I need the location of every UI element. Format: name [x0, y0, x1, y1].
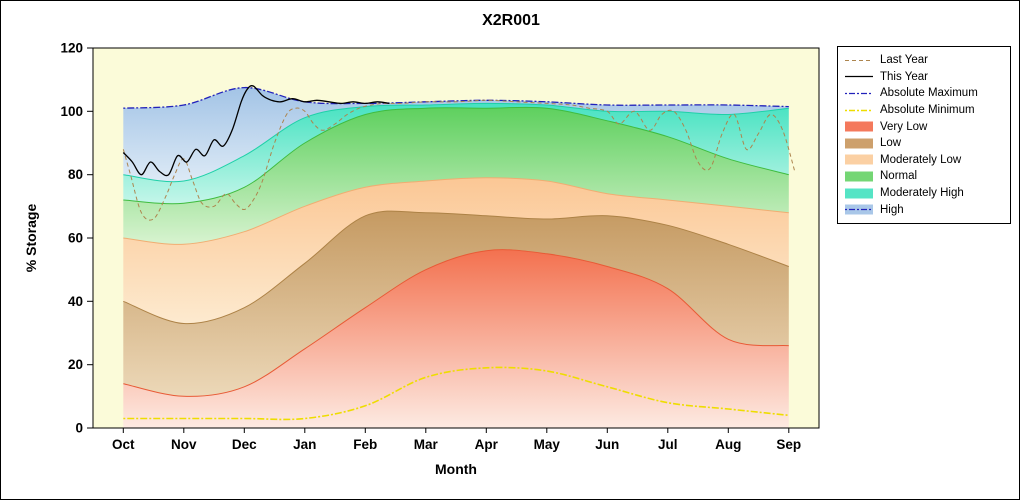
legend-color-swatch	[845, 171, 873, 182]
legend-label: This Year	[880, 70, 928, 83]
legend-line-sample	[845, 109, 873, 111]
x-axis-tick-label: Nov	[171, 437, 197, 452]
band-edge-normal	[123, 106, 789, 205]
x-axis-tick-label: Mar	[414, 437, 439, 452]
x-axis-tick-label: Jan	[293, 437, 316, 452]
y-axis-tick-label: 60	[68, 231, 83, 246]
chart-legend: Last Year This Year Absolute Maximum Absolu…	[837, 46, 1011, 224]
legend-item-absolute-minimum: Absolute Minimum	[844, 102, 1004, 119]
band-edge-low	[123, 210, 789, 325]
chart-title: X2R001	[482, 12, 540, 29]
x-axis-tick-label: May	[534, 437, 561, 452]
legend-item-moderately-low: Moderately Low	[844, 152, 1004, 169]
legend-color-swatch	[845, 138, 873, 149]
y-axis-tick-label: 0	[75, 421, 83, 436]
legend-label: High	[880, 203, 904, 216]
x-axis-tick-label: Apr	[475, 437, 499, 452]
line-absolute-maximum	[123, 86, 789, 109]
y-axis-tick-label: 120	[60, 41, 83, 56]
band-normal	[123, 107, 789, 245]
line-absolute-minimum	[123, 366, 789, 421]
legend-line-sample	[845, 76, 873, 78]
legend-item-absolute-maximum: Absolute Maximum	[844, 85, 1004, 102]
legend-label: Absolute Maximum	[880, 87, 978, 100]
legend-label: Very Low	[880, 120, 928, 133]
y-axis-tick-label: 40	[68, 294, 83, 309]
legend-line-sample	[845, 59, 873, 61]
line-last-year	[122, 99, 796, 221]
x-axis-tick-label: Jun	[595, 437, 619, 452]
legend-color-swatch	[845, 204, 873, 215]
x-axis-title: Month	[435, 461, 477, 477]
band-edge-moderately-high	[123, 102, 789, 183]
legend-label: Absolute Minimum	[880, 104, 975, 117]
band-very-low	[123, 249, 789, 428]
legend-line-sample	[845, 92, 873, 95]
legend-item-high: High	[844, 201, 1004, 218]
band-moderately-low	[123, 177, 789, 324]
y-axis-tick-label: 80	[68, 167, 83, 182]
legend-item-moderately-high: Moderately High	[844, 185, 1004, 202]
x-axis-tick-label: Oct	[112, 437, 135, 452]
y-axis-tick-label: 100	[60, 104, 83, 119]
band-edge-very-low	[123, 249, 789, 397]
legend-item-last-year: Last Year	[844, 52, 1004, 69]
x-axis-tick-label: Dec	[232, 437, 257, 452]
y-axis-tick-label: 20	[68, 357, 83, 372]
legend-color-swatch	[845, 154, 873, 165]
y-axis-title: % Storage	[23, 203, 39, 273]
band-edge-moderately-low	[123, 177, 789, 245]
legend-item-this-year: This Year	[844, 69, 1004, 86]
legend-color-swatch	[845, 188, 873, 199]
line-this-year	[122, 85, 390, 177]
x-axis-tick-label: Jul	[658, 437, 678, 452]
legend-item-low: Low	[844, 135, 1004, 152]
legend-label: Moderately High	[880, 187, 964, 200]
band-low	[123, 211, 789, 397]
legend-label: Moderately Low	[880, 153, 962, 166]
legend-item-very-low: Very Low	[844, 118, 1004, 135]
x-axis-tick-label: Aug	[715, 437, 741, 452]
legend-color-swatch	[845, 121, 873, 132]
legend-label: Normal	[880, 170, 918, 183]
band-moderately-high	[123, 103, 789, 204]
legend-label: Low	[880, 137, 902, 150]
x-axis-tick-label: Feb	[353, 437, 377, 452]
legend-label: Last Year	[880, 54, 928, 67]
band-high	[123, 87, 789, 182]
legend-item-normal: Normal	[844, 168, 1004, 185]
x-axis-tick-label: Sep	[776, 437, 801, 452]
